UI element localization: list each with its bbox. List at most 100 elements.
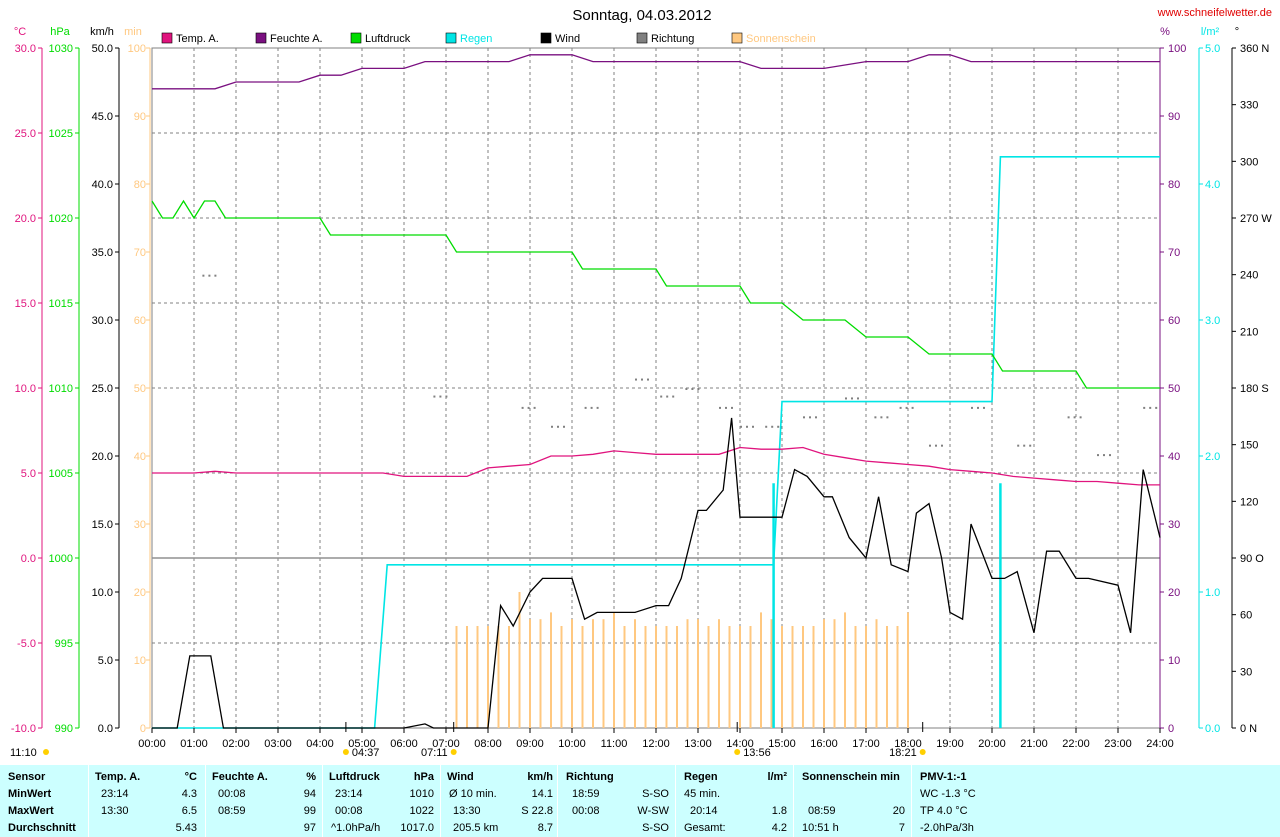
stats-row-max: MaxWert	[8, 805, 54, 817]
unit-dir: °	[1235, 26, 1239, 38]
stats-hum-header: Feuchte A.	[212, 771, 268, 783]
stats-wind-header: Wind	[447, 771, 474, 783]
direction-point	[697, 388, 700, 390]
direction-point	[584, 406, 587, 409]
x-tick-label: 04:00	[306, 738, 334, 750]
tick-label-hum: 10	[1168, 655, 1180, 667]
astro-events: 04:37 07:11 13:56 18:21 11:10	[10, 722, 926, 759]
tick-label-press: 1000	[49, 553, 73, 565]
pressure-line	[151, 199, 1160, 389]
direction-point	[935, 444, 937, 447]
direction-point	[691, 388, 694, 390]
direction-point	[672, 395, 675, 398]
tick-label-dir: 180 S	[1240, 383, 1269, 395]
tick-label-sun: 80	[134, 179, 146, 191]
direction-point	[803, 416, 805, 419]
tick-label-temp: 15.0	[15, 298, 36, 310]
stats-sun-max-time: 08:59	[808, 805, 836, 817]
x-tick-label: 01:00	[180, 738, 208, 750]
tick-label-wind: 25.0	[92, 383, 113, 395]
legend-label: Temp. A.	[176, 33, 219, 45]
chart-title: Sonntag, 04.03.2012	[572, 7, 711, 24]
stats-temp: Temp. A. °C 23:14 4.3 13:30 6.5 5.43	[89, 765, 205, 837]
stats-hum-avg-value: 97	[303, 822, 316, 834]
tick-label-rain: 3.0	[1205, 315, 1220, 327]
unit-rain: l/m²	[1201, 26, 1220, 38]
sunset-time: 18:21	[889, 747, 917, 759]
stats-dir-min-time: 18:59	[572, 788, 600, 800]
x-tick-label: 10:00	[558, 738, 586, 750]
stats-sun: Sonnenschein min 08:59 20 10:51 h 7	[794, 765, 911, 837]
stats-hum-max-value: 99	[303, 805, 316, 817]
stats-temp-max-time: 13:30	[101, 805, 129, 817]
direction-point	[971, 406, 973, 409]
stats-hum-min-time: 00:08	[218, 788, 246, 800]
direction-point	[551, 425, 553, 428]
tick-label-sun: 90	[134, 111, 146, 123]
moonset-icon	[342, 749, 349, 755]
x-tick-label: 02:00	[222, 738, 250, 750]
tick-label-wind: 30.0	[92, 315, 113, 327]
tick-label-sun: 20	[134, 587, 146, 599]
direction-point	[1079, 416, 1082, 419]
rain-line	[152, 156, 1160, 729]
direction-point	[977, 406, 979, 409]
tick-label-dir: 270 W	[1240, 213, 1272, 225]
stats-rain-duration: 45 min.	[684, 788, 721, 800]
stats-dir-avg-value: S-SO	[642, 822, 669, 834]
direction-point	[1149, 406, 1152, 409]
stats-hum-max-time: 08:59	[218, 805, 246, 817]
tick-label-sun: 50	[134, 383, 146, 395]
x-tick-label: 05:00	[348, 738, 376, 750]
moonrise-time: 13:56	[743, 747, 771, 759]
x-tick-label: 00:00	[138, 738, 166, 750]
tick-label-dir: 60	[1240, 610, 1252, 622]
tick-label-sun: 10	[134, 655, 146, 667]
tick-label-hum: 40	[1168, 451, 1180, 463]
stats-rain: Regen l/m² 45 min. 20:14 1.8 Gesamt: 4.2	[676, 765, 793, 837]
x-tick-label: 21:00	[1020, 738, 1048, 750]
legend-swatch	[445, 32, 457, 44]
tick-label-dir: 90 O	[1240, 553, 1264, 565]
direction-point	[765, 425, 768, 428]
stats-press-unit: hPa	[413, 771, 434, 783]
stats-dir-min-value: S-SO	[642, 788, 669, 800]
stats-rain-max-time: 20:14	[690, 805, 718, 817]
direction-point	[845, 397, 847, 400]
tick-label-temp: -10.0	[11, 723, 36, 735]
direction-point	[731, 406, 733, 409]
direction-point	[1103, 454, 1105, 457]
stats-dir-max-time: 00:08	[572, 805, 600, 817]
temp-line	[152, 446, 1160, 486]
tick-label-sun: 70	[134, 247, 146, 259]
direction-point	[809, 416, 811, 419]
stats-wind-distance: 205.5 km	[453, 822, 499, 834]
stats-sun-max-value: 20	[892, 805, 905, 817]
stats-wind-max-value: S 22.8	[521, 805, 553, 817]
axes: 30.025.020.015.010.05.00.0-5.0-10.010301…	[11, 43, 1272, 735]
tick-label-temp: 10.0	[15, 383, 36, 395]
tick-label-hum: 90	[1168, 111, 1180, 123]
separator	[557, 765, 558, 837]
x-tick-label: 24:00	[1146, 738, 1174, 750]
stats-press-max-value: 1022	[409, 805, 434, 817]
stats-hum-min-value: 94	[303, 788, 316, 800]
site-link[interactable]: www.schneifelwetter.de	[1157, 7, 1272, 19]
direction-point	[433, 395, 436, 398]
tick-label-dir: 150	[1240, 440, 1258, 452]
stats-rain-unit: l/m²	[767, 771, 787, 783]
direction-point	[1029, 444, 1032, 447]
unit-temp: °C	[14, 26, 26, 38]
tick-label-dir: 360 N	[1240, 43, 1269, 55]
plot-area	[151, 54, 1161, 729]
stats-temp-header: Temp. A.	[95, 771, 141, 783]
direction-point	[660, 395, 663, 398]
stats-temp-min-value: 4.3	[181, 788, 197, 800]
legend-label: Richtung	[651, 33, 694, 45]
tick-label-rain: 4.0	[1205, 179, 1220, 191]
direction-point	[857, 397, 859, 400]
direction-point	[208, 274, 211, 277]
tick-label-sun: 100	[128, 43, 146, 55]
legend-swatch	[731, 32, 743, 44]
stats-press-header: Luftdruck	[329, 771, 380, 783]
